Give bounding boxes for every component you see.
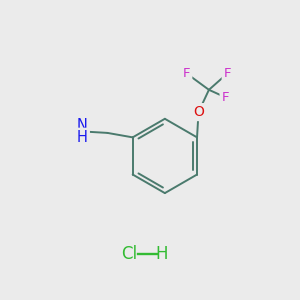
Text: O: O: [193, 105, 204, 119]
Text: F: F: [224, 67, 231, 80]
Text: F: F: [183, 67, 190, 80]
Text: F: F: [221, 91, 229, 104]
Text: N: N: [77, 118, 88, 133]
Text: Cl: Cl: [121, 245, 137, 263]
Text: H: H: [156, 245, 168, 263]
Text: H: H: [77, 130, 88, 145]
